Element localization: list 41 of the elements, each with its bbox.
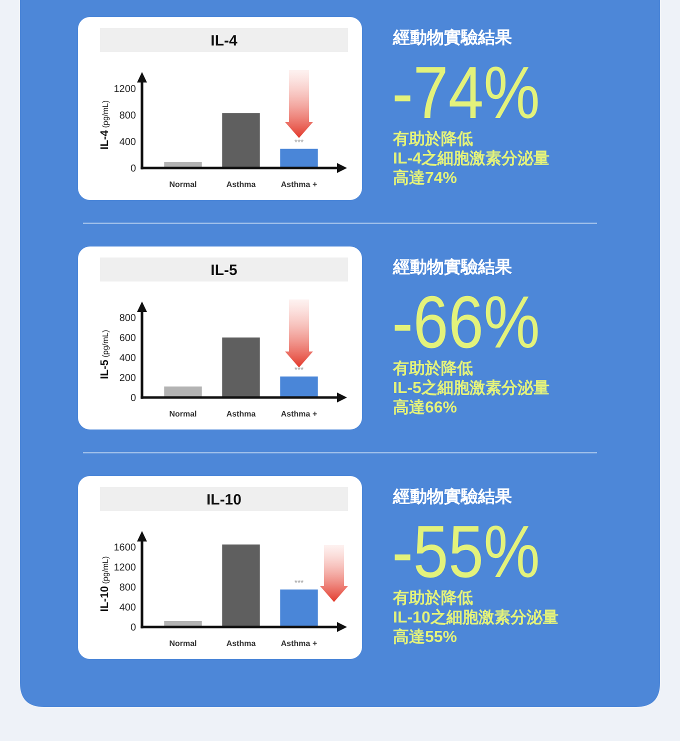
annotation: 高達66% xyxy=(393,400,458,416)
tick-label: 800 xyxy=(119,110,136,122)
annotation: *** xyxy=(294,366,304,374)
category-label: Normal xyxy=(169,410,197,418)
title: IL-5 xyxy=(210,262,238,279)
category-label: Asthma + xyxy=(280,410,318,418)
tick-label: 400 xyxy=(119,353,136,364)
annotation: 高達74% xyxy=(393,170,458,187)
category-label: Asthma xyxy=(226,410,256,418)
tick-label: 1200 xyxy=(114,84,136,96)
tick-label: 800 xyxy=(119,582,136,594)
tick-label: 400 xyxy=(119,602,136,614)
tick-label: 0 xyxy=(130,393,136,404)
annotation: *** xyxy=(294,578,304,588)
tick-label: 0 xyxy=(130,622,136,634)
annotation: IL-4之細胞激素分泌量 xyxy=(393,150,550,168)
category-label: Asthma xyxy=(226,180,256,189)
ylabel: IL-10 (pg/mL) xyxy=(99,556,111,612)
tick-label: 400 xyxy=(119,137,136,148)
tick-label: 200 xyxy=(119,373,136,384)
title: IL-4 xyxy=(210,32,238,50)
category-label: Asthma + xyxy=(280,639,318,648)
annotation: 高達55% xyxy=(393,629,458,646)
category-label: Asthma xyxy=(226,639,256,648)
category-label: Normal xyxy=(169,639,197,648)
tick-label: 800 xyxy=(119,313,136,324)
category-label: Normal xyxy=(169,180,197,189)
ylabel: IL-5 (pg/mL) xyxy=(99,330,111,380)
annotation: 經動物實驗結果 xyxy=(393,28,512,47)
annotation: IL-5之細胞激素分泌量 xyxy=(393,380,550,397)
tick-label: 1600 xyxy=(114,542,136,554)
title: IL-10 xyxy=(206,492,242,508)
category-label: Asthma + xyxy=(280,180,318,189)
annotation: IL-10之細胞激素分泌量 xyxy=(393,610,558,626)
tick-label: 0 xyxy=(130,164,136,175)
annotation: 經動物實驗結果 xyxy=(393,258,512,276)
annotation: *** xyxy=(294,138,304,147)
tick-label: 600 xyxy=(119,333,136,344)
ylabel: IL-4 (pg/mL) xyxy=(99,100,111,150)
tick-label: 1200 xyxy=(114,562,136,574)
annotation: 經動物實驗結果 xyxy=(393,487,512,506)
